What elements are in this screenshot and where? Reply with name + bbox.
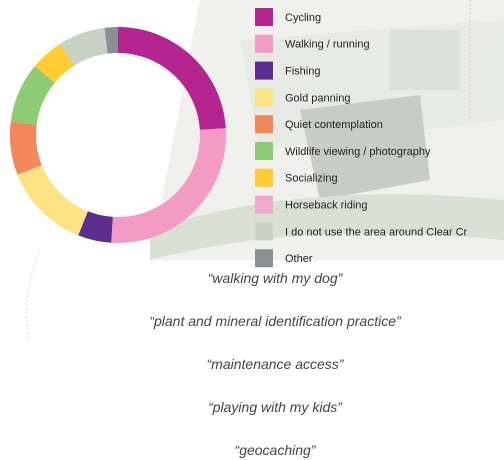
legend-label: I do not use the area around Clear Cr	[285, 226, 468, 238]
quote: “walking with my dog”	[208, 270, 344, 286]
legend-swatch	[255, 169, 273, 187]
legend-label: Fishing	[285, 66, 320, 78]
legend-label: Socializing	[285, 173, 338, 185]
legend-swatch	[255, 88, 273, 106]
legend-swatch	[255, 249, 273, 267]
quote: “playing with my kids”	[208, 399, 343, 415]
legend-label: Cycling	[285, 12, 321, 24]
legend-label: Horseback riding	[285, 200, 368, 212]
legend-swatch	[255, 196, 273, 214]
legend-swatch	[255, 35, 273, 53]
legend-label: Wildlife viewing / photography	[285, 146, 431, 158]
legend-swatch	[255, 8, 273, 26]
legend-label: Gold panning	[285, 92, 350, 104]
legend-swatch	[255, 62, 273, 80]
legend-swatch	[255, 142, 273, 160]
legend-label: Quiet contemplation	[285, 119, 383, 131]
page: Cycling Walking / running Fishing Gold pann…	[0, 0, 504, 460]
quote: “maintenance access”	[207, 356, 345, 372]
quote: “plant and mineral identification practi…	[149, 313, 402, 329]
legend-swatch	[255, 115, 273, 133]
legend-swatch	[255, 222, 273, 240]
quote: “geocaching”	[235, 442, 317, 458]
legend-label: Other	[285, 253, 313, 265]
legend-label: Walking / running	[285, 39, 370, 51]
